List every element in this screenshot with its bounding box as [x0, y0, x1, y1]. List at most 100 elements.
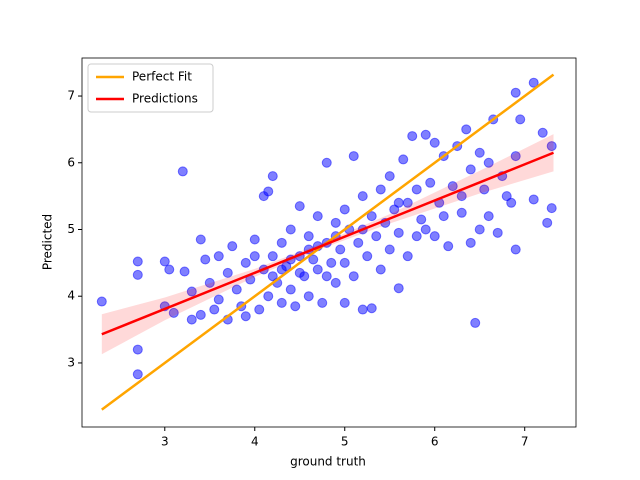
scatter-point — [204, 277, 215, 288]
scatter-point — [393, 283, 404, 294]
scatter-point — [465, 237, 476, 248]
scatter-point — [411, 231, 422, 242]
scatter-point — [290, 301, 301, 312]
scatter-point — [96, 296, 107, 307]
legend-label: Predictions — [132, 92, 198, 106]
scatter-point — [546, 203, 557, 214]
scatter-point — [312, 264, 323, 275]
scatter-point — [362, 251, 373, 262]
scatter-point — [326, 257, 337, 268]
y-axis-label: Predicted — [41, 214, 55, 270]
scatter-point — [227, 241, 238, 252]
legend-label: Perfect Fit — [132, 70, 192, 84]
scatter-point — [366, 211, 377, 222]
scatter-point — [303, 231, 314, 242]
scatter-point — [416, 214, 427, 225]
y-tick-label: 6 — [67, 155, 75, 169]
x-axis-label: ground truth — [290, 455, 366, 469]
x-tick-label: 6 — [431, 435, 439, 449]
scatter-point — [506, 197, 517, 208]
scatter-point — [132, 256, 143, 267]
scatter-point — [348, 271, 359, 282]
scatter-point — [285, 224, 296, 235]
scatter-point — [402, 251, 413, 262]
scatter-point — [443, 241, 454, 252]
scatter-point — [474, 147, 485, 158]
scatter-point — [200, 254, 211, 265]
scatter-point — [240, 257, 251, 268]
scatter-point — [438, 211, 449, 222]
line — [101, 151, 554, 336]
x-tick-label: 5 — [341, 435, 349, 449]
scatter-point — [308, 254, 319, 265]
scatter-point — [330, 217, 341, 228]
y-tick-label: 4 — [67, 289, 75, 303]
scatter-point — [335, 244, 346, 255]
scatter-point — [186, 286, 197, 297]
scatter-point — [456, 207, 467, 218]
scatter-point — [465, 164, 476, 175]
scatter-point — [515, 114, 526, 125]
scatter-point — [186, 314, 197, 325]
scatter-point — [276, 297, 287, 308]
scatter-point — [249, 234, 260, 245]
x-tick-label: 3 — [161, 435, 169, 449]
scatter-point — [474, 224, 485, 235]
scatter-point — [479, 184, 490, 195]
scatter-point — [339, 257, 350, 268]
scatter-point — [420, 129, 431, 140]
y-tick-label: 5 — [67, 222, 75, 236]
scatter-point — [179, 266, 190, 277]
scatter-point — [132, 369, 143, 380]
scatter-point — [195, 309, 206, 320]
scatter-point — [240, 311, 251, 322]
scatter-point — [177, 166, 188, 177]
scatter-point — [263, 291, 274, 302]
scatter-point — [384, 171, 395, 182]
scatter-point — [276, 237, 287, 248]
scatter-point — [317, 297, 328, 308]
plot-frame — [81, 57, 577, 428]
scatter-point — [312, 211, 323, 222]
scatter-point — [348, 151, 359, 162]
scatter-point — [492, 227, 503, 238]
scatter-point — [398, 154, 409, 165]
scatter-point — [330, 277, 341, 288]
scatter-point — [294, 267, 305, 278]
scatter-point — [375, 184, 386, 195]
scatter-point — [483, 157, 494, 168]
scatter-point — [510, 244, 521, 255]
scatter-point — [164, 264, 175, 275]
scatter-point — [546, 141, 557, 152]
scatter-point — [339, 204, 350, 215]
scatter-point — [353, 237, 364, 248]
scatter-point — [447, 181, 458, 192]
scatter-point — [285, 284, 296, 295]
scatter-point — [366, 303, 377, 314]
scatter-point — [456, 191, 467, 202]
scatter-point — [411, 184, 422, 195]
scatter-point — [321, 271, 332, 282]
scatter-point — [267, 171, 278, 182]
scatter-point — [375, 264, 386, 275]
scatter-point — [132, 344, 143, 355]
scatter-point — [528, 77, 539, 88]
scatter-point — [254, 304, 265, 315]
scatter-point — [425, 177, 436, 188]
scatter-point — [510, 151, 521, 162]
scatter-point — [537, 127, 548, 138]
scatter-point — [339, 297, 350, 308]
scatter-point — [371, 231, 382, 242]
scatter-point — [209, 304, 220, 315]
scatter-point — [429, 231, 440, 242]
scatter-point — [249, 251, 260, 262]
scatter-point — [276, 264, 287, 275]
scatter-point — [222, 267, 233, 278]
scatter-point — [263, 186, 274, 197]
scatter-point — [159, 256, 170, 267]
scatter-point — [321, 157, 332, 168]
scatter-point — [393, 197, 404, 208]
scatter-point — [470, 317, 481, 328]
scatter-point — [483, 211, 494, 222]
